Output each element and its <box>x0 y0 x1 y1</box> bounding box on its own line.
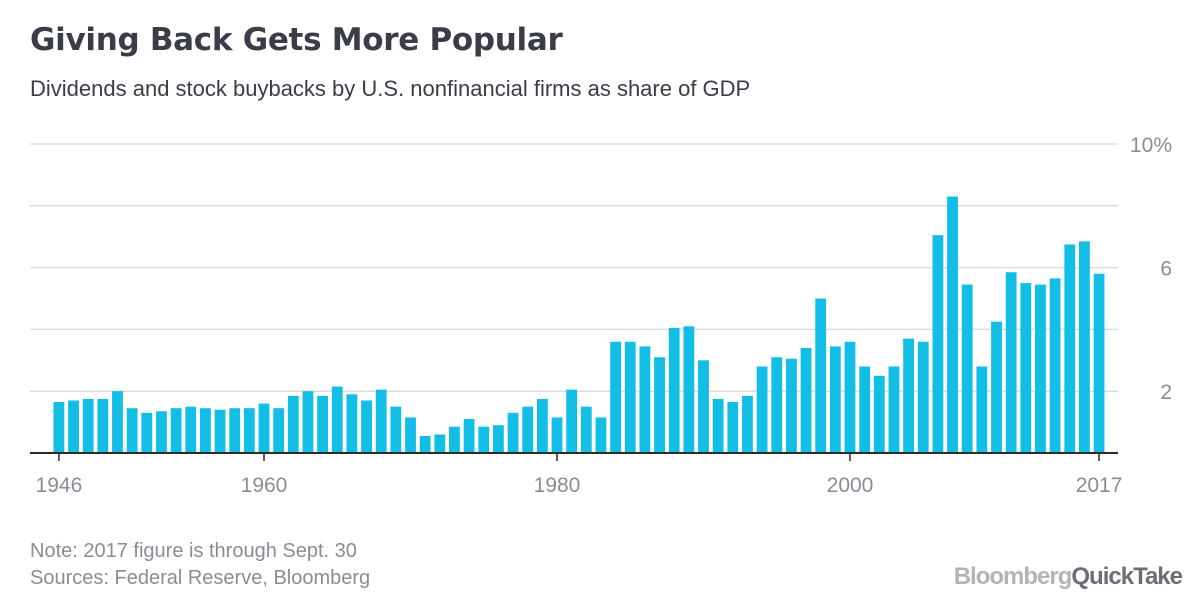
bar <box>624 341 636 453</box>
bar <box>302 391 314 453</box>
bar <box>727 402 739 453</box>
y-tick-label: 10% <box>1130 134 1172 157</box>
bar <box>156 411 167 453</box>
bar <box>478 426 490 453</box>
bar <box>800 347 812 453</box>
bar <box>829 346 841 453</box>
bar <box>610 341 621 453</box>
bar <box>1049 278 1061 453</box>
bar <box>742 395 753 453</box>
footnote: Note: 2017 figure is through Sept. 30 <box>30 540 357 562</box>
x-tick-label: 2017 <box>1076 474 1123 497</box>
y-tick-label: 6 <box>1160 258 1172 281</box>
bar <box>1079 241 1090 453</box>
bar <box>961 284 973 453</box>
bar <box>287 395 299 453</box>
bar <box>68 400 79 453</box>
x-axis <box>30 452 1118 461</box>
logo-brand: Bloomberg <box>953 563 1073 590</box>
bar <box>449 426 460 453</box>
bar <box>947 196 958 453</box>
bar <box>844 341 856 453</box>
chart-subtitle: Dividends and stock buybacks by U.S. non… <box>30 76 751 101</box>
bar <box>112 391 123 453</box>
bars <box>53 196 1105 453</box>
bar <box>419 436 431 453</box>
bar <box>683 326 695 453</box>
bar <box>522 406 534 453</box>
bar <box>375 389 387 453</box>
bar <box>200 408 211 453</box>
bar <box>97 398 109 453</box>
bar <box>214 409 226 453</box>
bar <box>566 389 578 453</box>
bloomberg-quicktake-logo: BloombergQuickTake <box>953 563 1183 591</box>
bar <box>595 417 607 453</box>
bar <box>126 408 138 453</box>
bar <box>888 366 900 453</box>
bar <box>698 360 709 453</box>
chart-title: Giving Back Gets More Popular <box>30 22 563 58</box>
bar <box>815 298 827 453</box>
bar <box>859 366 871 453</box>
logo-product: QuickTake <box>1071 563 1183 590</box>
bar <box>493 425 504 453</box>
bar <box>712 398 724 453</box>
bar <box>405 417 416 453</box>
bar <box>1020 283 1032 453</box>
y-tick-labels: 10% 6 2 <box>1130 134 1172 404</box>
bar <box>170 408 182 453</box>
bar <box>536 398 548 453</box>
bar <box>551 417 563 453</box>
bar <box>507 412 519 453</box>
bar <box>317 395 328 453</box>
bar <box>463 419 475 453</box>
bar <box>141 412 153 453</box>
bar <box>434 434 446 453</box>
bar <box>53 402 65 453</box>
bar <box>273 408 285 453</box>
bar <box>1064 244 1076 453</box>
bar <box>976 366 988 453</box>
x-tick-label: 1946 <box>36 474 83 497</box>
x-tick-labels: 1946 1960 1980 2000 2017 <box>36 474 1123 497</box>
bar <box>991 321 1002 453</box>
bar <box>1005 272 1017 453</box>
x-tick-label: 1980 <box>534 474 581 497</box>
bar <box>932 235 944 453</box>
bar <box>346 394 358 453</box>
bar <box>243 408 255 453</box>
bar <box>917 341 929 453</box>
bar <box>229 408 241 453</box>
bar <box>390 406 402 453</box>
sources-text: Sources: Federal Reserve, Bloomberg <box>30 567 371 589</box>
x-tick-label: 2000 <box>827 474 874 497</box>
bar-chart: 10% 6 2 1946 1960 1980 2000 2017 <box>30 134 1172 497</box>
bar <box>654 357 665 453</box>
x-tick-label: 1960 <box>241 474 288 497</box>
bar <box>361 400 372 453</box>
bar <box>873 375 885 453</box>
bar <box>771 357 783 453</box>
bar <box>1093 273 1105 453</box>
bar <box>903 338 914 453</box>
bar <box>185 406 197 453</box>
bar <box>639 346 651 453</box>
bar <box>82 398 94 453</box>
y-tick-label: 2 <box>1160 381 1172 404</box>
bar <box>1035 284 1046 453</box>
bar <box>756 366 768 453</box>
bar <box>258 403 270 453</box>
bar <box>668 327 680 453</box>
bar <box>786 358 797 453</box>
bar <box>331 386 343 453</box>
bar <box>580 406 592 453</box>
